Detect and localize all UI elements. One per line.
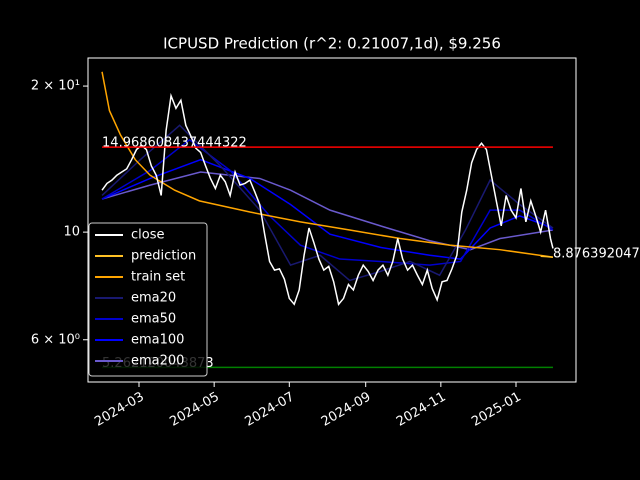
value-label: 8.876392047 <box>553 247 640 262</box>
series-line <box>101 124 554 282</box>
y-tick-label: 10 <box>63 225 80 240</box>
legend-label: ema100 <box>131 333 184 348</box>
legend-label: train set <box>131 270 185 285</box>
legend-label: ema50 <box>131 312 176 327</box>
legend: close prediction train set ema20 ema50 ema100… <box>88 222 208 377</box>
legend-label: ema200 <box>131 354 184 369</box>
h-line-label: 14.968608437444322 <box>102 136 247 151</box>
series-line <box>101 158 554 260</box>
series-line <box>101 71 554 258</box>
legend-box <box>88 222 208 377</box>
series-line <box>101 138 554 266</box>
legend-label: close <box>131 228 164 243</box>
y-tick-label: 6 × 10⁰ <box>31 332 80 347</box>
legend-label: ema20 <box>131 291 176 306</box>
y-tick-label: 2 × 10¹ <box>31 79 80 94</box>
series-line <box>101 92 554 306</box>
chart-title: ICPUSD Prediction (r^2: 0.21007,1d), $9.… <box>163 35 501 53</box>
legend-label: prediction <box>131 249 196 264</box>
series-line <box>101 171 554 251</box>
series-line <box>540 255 554 258</box>
axes-frame <box>87 57 577 383</box>
